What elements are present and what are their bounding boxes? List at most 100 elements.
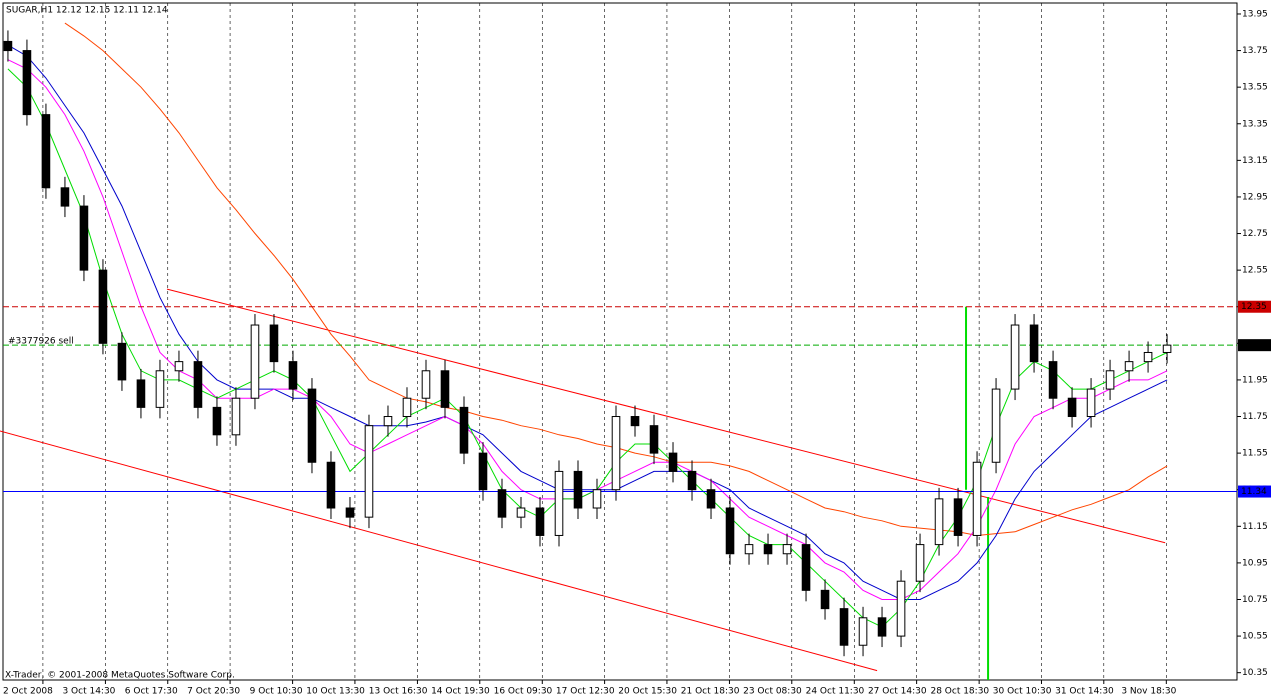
x-tick-label: 28 Oct 18:30 bbox=[930, 687, 989, 697]
x-tick-label: 3 Nov 18:30 bbox=[1121, 687, 1176, 697]
x-tick-label: 20 Oct 15:30 bbox=[618, 687, 677, 697]
y-tick-label: 10.75 bbox=[1242, 595, 1268, 605]
level-label-box bbox=[1238, 485, 1271, 498]
candle-body bbox=[459, 406, 469, 454]
y-tick-label: 10.55 bbox=[1242, 632, 1268, 642]
y-tick-label: 10.95 bbox=[1242, 558, 1268, 568]
x-tick-label: 13 Oct 16:30 bbox=[369, 687, 428, 697]
candle-body bbox=[1029, 324, 1039, 363]
candle-body bbox=[972, 461, 982, 536]
candle-body bbox=[421, 370, 431, 399]
candle-body bbox=[839, 608, 849, 646]
candle-body bbox=[801, 544, 811, 591]
order-label: #3377926 sell bbox=[8, 337, 74, 347]
x-tick-label: 24 Oct 11:30 bbox=[806, 687, 865, 697]
candle-body bbox=[326, 461, 336, 509]
candle-body bbox=[1010, 324, 1020, 390]
candle-body bbox=[668, 452, 678, 472]
x-tick-label: 17 Oct 12:30 bbox=[556, 687, 615, 697]
candle-body bbox=[269, 324, 279, 363]
candle-body bbox=[41, 114, 51, 189]
candle-body bbox=[478, 452, 488, 491]
candle-body bbox=[991, 388, 1001, 463]
candle-body bbox=[535, 507, 545, 536]
trend-line bbox=[166, 288, 1166, 544]
candle-body bbox=[1067, 397, 1077, 418]
x-tick-label: 9 Oct 10:30 bbox=[250, 687, 303, 697]
candle-body bbox=[3, 40, 13, 52]
candle-body bbox=[1124, 361, 1134, 372]
candle-body bbox=[687, 470, 697, 491]
candle-body bbox=[516, 507, 526, 518]
candle-body bbox=[1086, 388, 1096, 418]
candle-body bbox=[1105, 370, 1115, 390]
candle-body bbox=[212, 406, 222, 436]
x-tick-label: 14 Oct 19:30 bbox=[431, 687, 490, 697]
x-tick-label: 3 Oct 14:30 bbox=[62, 687, 115, 697]
y-tick-label: 11.95 bbox=[1242, 375, 1268, 385]
candle-body bbox=[60, 187, 70, 207]
x-tick-label: 6 Oct 17:30 bbox=[125, 687, 178, 697]
y-tick-label: 13.35 bbox=[1242, 119, 1268, 129]
candle-body bbox=[573, 470, 583, 509]
candle-body bbox=[592, 489, 602, 509]
x-tick-label: 23 Oct 08:30 bbox=[743, 687, 802, 697]
y-tick-label: 12.95 bbox=[1242, 192, 1268, 202]
candle-body bbox=[345, 507, 355, 518]
x-tick-label: 7 Oct 20:30 bbox=[187, 687, 240, 697]
y-tick-label: 13.15 bbox=[1242, 156, 1268, 166]
candle-body bbox=[763, 544, 773, 555]
candle-body bbox=[611, 416, 621, 491]
x-tick-label: 16 Oct 09:30 bbox=[494, 687, 553, 697]
level-label: 12.14 bbox=[1241, 341, 1267, 351]
candle-body bbox=[288, 361, 298, 390]
x-tick-label: 30 Oct 10:30 bbox=[993, 687, 1052, 697]
candle-body bbox=[1048, 361, 1058, 399]
candle-body bbox=[136, 379, 146, 408]
candle-body bbox=[877, 617, 887, 637]
chart-title: SUGAR,H1 12.12 12.15 12.11 12.14 bbox=[6, 6, 168, 16]
candle-body bbox=[22, 50, 32, 116]
candle-body bbox=[98, 269, 108, 344]
candle-body bbox=[782, 544, 792, 555]
candle-body bbox=[630, 416, 640, 427]
candle-body bbox=[953, 498, 963, 536]
y-tick-label: 12.55 bbox=[1242, 266, 1268, 276]
x-tick-label: 10 Oct 13:30 bbox=[306, 687, 365, 697]
candle-body bbox=[934, 498, 944, 546]
y-tick-label: 11.55 bbox=[1242, 449, 1268, 459]
candle-body bbox=[554, 470, 564, 536]
candle-body bbox=[744, 544, 754, 555]
y-tick-label: 10.35 bbox=[1242, 668, 1268, 678]
candle-body bbox=[155, 370, 165, 408]
plot-frame bbox=[2, 2, 1238, 681]
candle-body bbox=[174, 361, 184, 372]
level-label: 11.34 bbox=[1241, 487, 1267, 497]
candle-body bbox=[1143, 351, 1153, 363]
candle-body bbox=[1162, 344, 1172, 353]
y-tick-label: 11.75 bbox=[1242, 412, 1268, 422]
candle-body bbox=[117, 342, 127, 381]
candle-body bbox=[725, 507, 735, 555]
candle-body bbox=[706, 489, 716, 509]
candle-body bbox=[440, 370, 450, 408]
candle-body bbox=[820, 589, 830, 610]
x-tick-label: 2 Oct 2008 bbox=[3, 687, 53, 697]
candle-body bbox=[649, 425, 659, 454]
x-tick-label: 27 Oct 14:30 bbox=[868, 687, 927, 697]
y-tick-label: 13.95 bbox=[1242, 9, 1268, 19]
candle-body bbox=[250, 324, 260, 399]
candle-body bbox=[858, 617, 868, 646]
x-tick-label: 21 Oct 18:30 bbox=[681, 687, 740, 697]
y-tick-label: 13.75 bbox=[1242, 46, 1268, 56]
copyright: X-Trader, © 2001-2008 MetaQuotes Softwar… bbox=[5, 671, 235, 681]
y-tick-label: 12.75 bbox=[1242, 229, 1268, 239]
candle-body bbox=[364, 425, 374, 518]
candle-body bbox=[915, 544, 925, 582]
level-label-box bbox=[1238, 339, 1271, 352]
candle-body bbox=[231, 397, 241, 436]
candle-body bbox=[497, 489, 507, 518]
